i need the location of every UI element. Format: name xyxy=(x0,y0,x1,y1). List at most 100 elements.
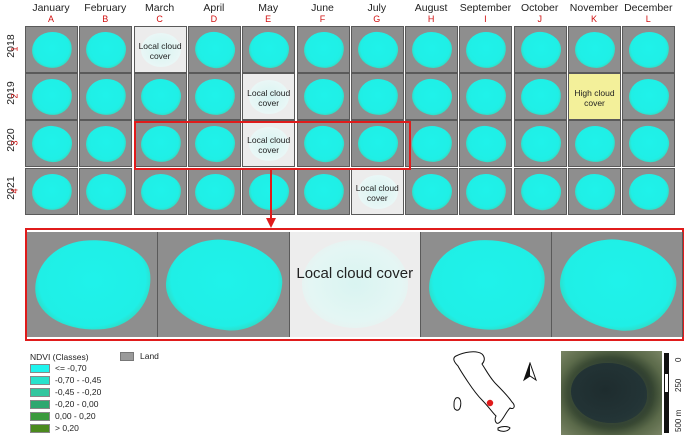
lake-shape xyxy=(29,28,75,72)
month-letter: H xyxy=(427,14,435,24)
zoom-lake-panel xyxy=(420,232,553,337)
cloud-cover-label: Local cloud cover xyxy=(355,183,399,203)
ndvi-lake-cell xyxy=(568,120,621,167)
ndvi-lake-cell xyxy=(622,120,676,167)
lake-shape xyxy=(573,124,617,164)
legend-label: -0,70 - -0,45 xyxy=(55,375,102,385)
legend-swatch xyxy=(30,400,50,409)
ndvi-lake-cell xyxy=(79,168,133,215)
lake-shape xyxy=(410,124,454,164)
lake-shape xyxy=(29,171,75,213)
lake-shape xyxy=(248,31,290,69)
cloud-cover-cell: High cloud cover xyxy=(568,73,621,120)
lake-shape xyxy=(629,79,670,115)
ndvi-lake-cell xyxy=(405,168,459,215)
ndvi-lake-cell xyxy=(296,26,350,73)
cloud-cover-cell: Local cloud cover xyxy=(242,73,296,120)
zoom-cloud-panel: Local cloud cover xyxy=(289,232,421,337)
month-letter: C xyxy=(156,14,163,24)
north-arrow-icon xyxy=(523,362,537,382)
legend-title: NDVI (Classes) xyxy=(30,352,89,362)
lake-shape xyxy=(302,78,345,116)
lake-shape xyxy=(464,30,509,70)
legend-swatch xyxy=(30,376,50,385)
ndvi-lake-cell xyxy=(79,26,133,73)
legend-swatch xyxy=(30,424,50,433)
lake-shape xyxy=(627,29,672,71)
ndvi-lake-cell xyxy=(350,73,404,120)
legend-item: > 0,20 xyxy=(30,423,230,435)
month-label: December xyxy=(624,2,673,14)
scale-label-500: 500 m xyxy=(674,409,683,432)
month-letter: A xyxy=(47,14,54,24)
year-label: 2021 4 xyxy=(0,168,24,215)
zoom-arrow xyxy=(266,168,276,228)
ndvi-lake-cell xyxy=(513,168,567,215)
cloud-blob xyxy=(301,240,408,328)
ndvi-lake-cell xyxy=(405,26,459,73)
lake-shape xyxy=(30,124,74,164)
legend-swatch xyxy=(30,412,50,421)
ndvi-lake-cell xyxy=(622,73,676,120)
land-swatch xyxy=(120,352,134,361)
legend-label: <= -0,70 xyxy=(55,363,87,373)
lake-shape xyxy=(85,30,128,70)
zoom-lake-panel xyxy=(552,232,684,337)
ndvi-lake-cell xyxy=(25,26,78,73)
highlight-box-2020 xyxy=(134,121,411,170)
month-letter: L xyxy=(645,14,651,24)
month-letter: D xyxy=(210,14,218,24)
legend-item: 0,00 - 0,20 xyxy=(30,411,230,423)
lake-shape xyxy=(302,172,345,212)
year-label: 2019 2 xyxy=(0,73,24,120)
scale-label-0: 0 xyxy=(674,357,683,362)
ndvi-lake-cell xyxy=(459,26,513,73)
cloud-blob xyxy=(357,175,398,209)
lake-shape xyxy=(520,125,561,163)
year-label: 2020 3 xyxy=(0,120,24,167)
ndvi-lake-cell xyxy=(187,26,241,73)
lake-shape xyxy=(426,237,548,333)
legend-label: > 0,20 xyxy=(55,423,79,433)
cloud-cover-label: Local cloud cover xyxy=(247,135,291,155)
month-letter: J xyxy=(537,14,542,24)
lake-shape xyxy=(139,172,182,212)
zoom-cloud-label: Local cloud cover xyxy=(296,265,414,282)
month-label: June xyxy=(311,2,334,14)
lake-shape xyxy=(574,173,616,211)
legend-item: -0,70 - -0,45 xyxy=(30,375,230,387)
legend-label: -0,20 - 0,00 xyxy=(55,399,99,409)
ndvi-lake-cell xyxy=(25,73,78,120)
month-label: March xyxy=(145,2,175,14)
ndvi-lake-cell xyxy=(25,120,78,167)
month-letter: E xyxy=(265,14,272,24)
ndvi-lake-cell xyxy=(350,26,404,73)
lake-shape xyxy=(575,32,615,68)
lake-shape xyxy=(518,171,563,213)
lake-shape xyxy=(627,172,672,212)
legend-label: -0,45 - -0,20 xyxy=(55,387,102,397)
month-label: August xyxy=(414,2,448,14)
ndvi-lake-cell xyxy=(459,73,513,120)
cloud-cover-cell: Local cloud cover xyxy=(133,26,187,73)
ndvi-lake-cell xyxy=(459,120,513,167)
lake-shape xyxy=(518,77,563,117)
lake-shape xyxy=(192,29,238,71)
ndvi-lake-cell xyxy=(25,168,78,215)
lake-shape xyxy=(355,29,401,71)
month-label: July xyxy=(367,2,387,14)
lake-shape xyxy=(627,123,672,165)
ndvi-lake-cell xyxy=(133,120,187,167)
lake-shape xyxy=(193,77,237,117)
month-letter: G xyxy=(373,14,381,24)
ndvi-lake-cell xyxy=(242,26,296,73)
lake-shape xyxy=(139,77,182,117)
cloud-blob xyxy=(140,33,181,67)
ndvi-lake-cell xyxy=(133,168,187,215)
ndvi-lake-cell xyxy=(187,168,241,215)
ndvi-lake-cell xyxy=(296,120,350,167)
scale-bar xyxy=(664,353,669,433)
month-letter: I xyxy=(484,14,487,24)
lake-shape xyxy=(192,170,238,214)
year-index: 3 xyxy=(9,140,20,146)
